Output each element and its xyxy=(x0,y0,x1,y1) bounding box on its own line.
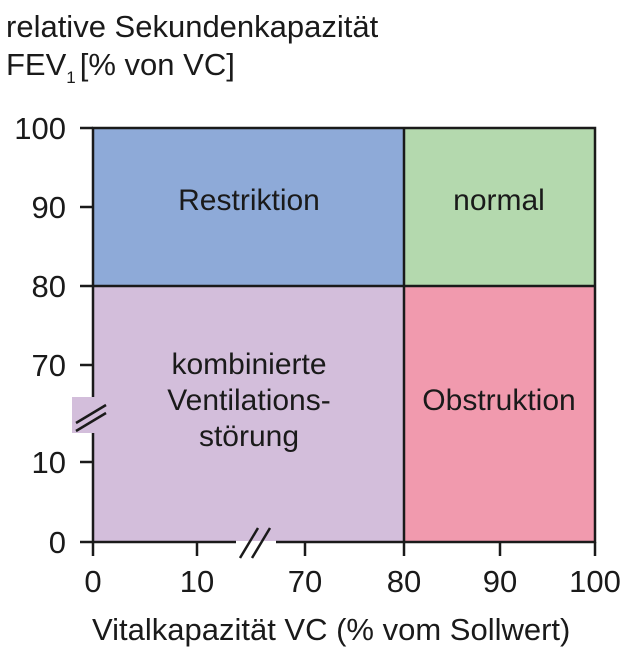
region-obstruktion xyxy=(404,286,595,542)
x-axis-break-icon xyxy=(236,526,276,559)
region-normal xyxy=(404,128,595,286)
x-tick-label: 70 xyxy=(288,564,322,599)
y-tick-label: 70 xyxy=(32,348,66,383)
y-tick-label: 80 xyxy=(32,269,66,304)
region-label-restriktion: Restriktion xyxy=(178,184,320,217)
region-label-obstruktion: Obstruktion xyxy=(422,384,575,417)
plot-frame xyxy=(91,126,597,544)
x-tick-label: 0 xyxy=(84,564,101,599)
y-axis-fev-subscript: 1 xyxy=(66,68,76,87)
y-axis-unit: [% von VC] xyxy=(79,47,235,82)
region-combined xyxy=(93,286,404,542)
x-tick-label: 100 xyxy=(569,564,621,599)
y-axis-title: relative Sekundenkapazität FEV1 [% von VC… xyxy=(6,8,378,89)
y-tick-label: 10 xyxy=(32,445,66,480)
y-tick-label: 100 xyxy=(14,111,66,146)
y-axis-title-line2: FEV1 [% von VC] xyxy=(6,46,378,89)
x-tick-label: 80 xyxy=(387,564,421,599)
y-axis-title-line1: relative Sekundenkapazität xyxy=(6,9,379,44)
region-label-combined-line3: störung xyxy=(199,420,299,453)
x-axis-title: Vitalkapazität VC (% vom Sollwert) xyxy=(92,612,571,647)
region-label-combined-line1: kombinierte xyxy=(171,348,326,381)
x-tick-label: 90 xyxy=(483,564,517,599)
x-tick-label: 10 xyxy=(180,564,214,599)
y-tick-label: 0 xyxy=(49,525,66,560)
y-axis-fev: FEV xyxy=(6,47,67,82)
y-axis-break-icon xyxy=(72,397,114,433)
region-restriktion xyxy=(93,128,404,286)
region-label-normal: normal xyxy=(453,184,545,217)
y-tick-label: 90 xyxy=(32,190,66,225)
region-label-combined-line2: Ventilations- xyxy=(167,384,330,417)
